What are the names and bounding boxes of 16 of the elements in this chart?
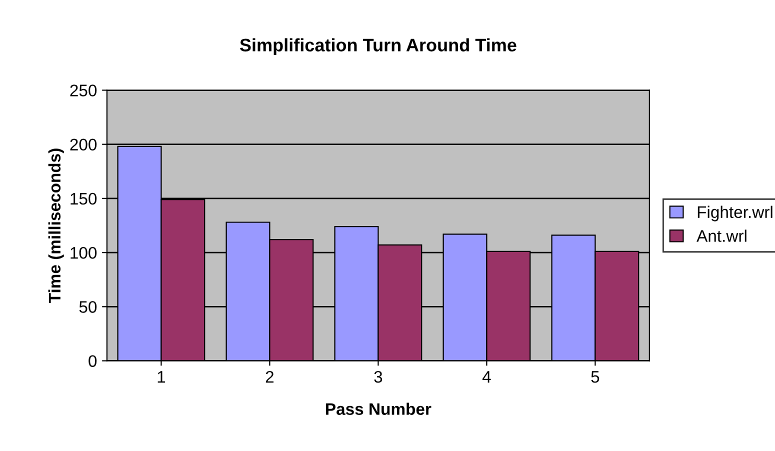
x-axis-title: Pass Number (326, 402, 432, 415)
x-tick-label: 1 (158, 371, 166, 383)
y-axis-title: Time (milliseconds) (48, 148, 64, 303)
y-tick-label: 0 (88, 355, 97, 368)
x-tick-label: 4 (482, 371, 491, 383)
y-tick-label: 100 (70, 246, 97, 259)
legend-label: Ant.wrl (696, 230, 746, 242)
x-tick-label: 3 (374, 370, 382, 383)
y-tick-label: 150 (70, 192, 97, 205)
y-tick-label: 250 (70, 84, 97, 96)
y-tick-label: 50 (79, 301, 97, 313)
chart-title: Simplification Turn Around Time (240, 38, 516, 56)
legend-label: Fighter.wrl (698, 206, 772, 222)
x-tick-label: 2 (266, 370, 274, 383)
y-tick-label: 200 (70, 138, 97, 151)
x-tick-label: 5 (591, 371, 600, 383)
